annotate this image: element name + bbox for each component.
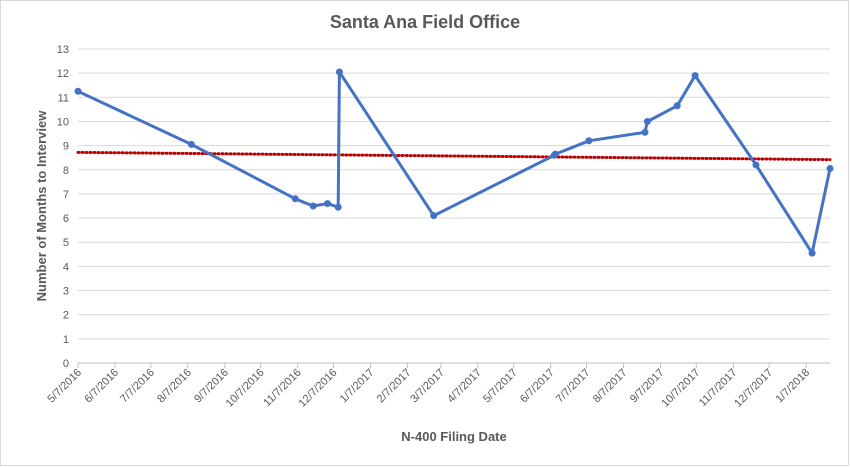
data-point: [673, 102, 681, 110]
x-tick-label: 1/7/2018: [773, 367, 812, 406]
x-tick-label: 6/7/2017: [518, 367, 557, 406]
x-tick-label: 2/7/2017: [375, 367, 414, 406]
trendline: [76, 150, 832, 162]
x-tick-label: 4/7/2017: [445, 367, 484, 406]
trendline-line: [76, 150, 832, 162]
data-point: [430, 212, 438, 220]
x-tick-label: 7/7/2017: [554, 367, 593, 406]
x-tick-label: 5/7/2017: [481, 367, 520, 406]
y-tick-label: 12: [57, 68, 69, 80]
axes: [77, 362, 830, 368]
data-point: [551, 150, 559, 158]
data-point: [291, 195, 299, 203]
y-tick-label: 11: [58, 92, 69, 104]
chart-title: Santa Ana Field Office: [330, 12, 520, 32]
data-point: [641, 128, 649, 136]
x-tick-label: 10/7/2017: [659, 367, 702, 410]
y-tick-label: 4: [63, 261, 69, 273]
y-tick-label: 9: [63, 141, 69, 153]
data-point: [808, 249, 816, 257]
y-tick-label: 1: [63, 334, 69, 346]
series-line: [77, 70, 832, 255]
data-point: [585, 137, 593, 145]
x-tick-label: 12/7/2017: [732, 367, 775, 410]
x-tick-label: 8/7/2017: [591, 367, 630, 406]
x-tick-label: 6/7/2016: [82, 367, 121, 406]
x-tick-label: 1/7/2017: [338, 367, 377, 406]
data-point: [335, 68, 343, 76]
data-point: [826, 165, 834, 173]
x-tick-label: 10/7/2016: [224, 367, 267, 410]
data-point: [334, 203, 342, 211]
x-tick-label: 12/7/2016: [296, 367, 339, 410]
y-tick-label: 3: [63, 286, 69, 298]
data-point: [74, 87, 82, 95]
y-tick-label: 10: [57, 116, 69, 128]
y-tick-label: 7: [63, 189, 69, 201]
x-tick-label: 7/7/2016: [118, 367, 157, 406]
y-tick-label: 6: [63, 213, 69, 225]
data-point: [187, 140, 195, 148]
data-point: [309, 202, 317, 210]
x-axis-title: N-400 Filing Date: [401, 429, 506, 444]
x-tick-label: 3/7/2017: [408, 367, 447, 406]
y-tick-label: 0: [63, 358, 69, 370]
data-point: [643, 117, 651, 125]
x-tick-label: 8/7/2016: [155, 367, 194, 406]
x-tick-labels: 5/7/20166/7/20167/7/20168/7/20169/7/2016…: [45, 367, 812, 410]
y-tick-label: 13: [57, 44, 69, 56]
data-point: [323, 200, 331, 208]
y-tick-label: 8: [63, 165, 69, 177]
gridlines: [78, 48, 830, 340]
data-point: [691, 72, 699, 80]
data-point: [752, 161, 760, 169]
series: [74, 68, 834, 257]
y-tick-label: 2: [63, 310, 69, 322]
y-axis-title: Number of Months to Interview: [34, 110, 49, 302]
x-tick-label: 5/7/2016: [45, 367, 84, 406]
y-tick-label: 5: [63, 237, 69, 249]
